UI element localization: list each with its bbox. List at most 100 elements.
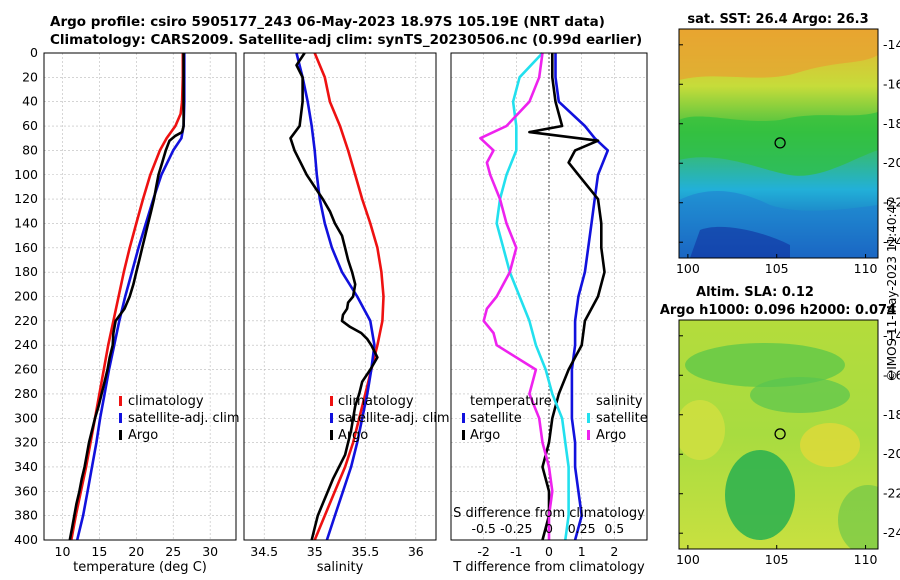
y-tick-label: -16	[883, 367, 900, 382]
y-tick-label: -20	[883, 155, 900, 170]
legend-label-climatology: climatology	[338, 394, 414, 409]
legend-swatch-s-argo	[587, 430, 590, 440]
x-tick-label: 36	[408, 544, 424, 559]
s-tick-label: 0.25	[568, 521, 596, 536]
y-tick-label: 140	[14, 215, 38, 230]
x-tick-label: -1	[510, 544, 522, 559]
argo-location-marker	[774, 137, 786, 149]
s-tick-label: -0.25	[500, 521, 532, 536]
temperature-legend: climatology satellite-adj. clim Argo	[119, 394, 240, 443]
y-tick-label: 40	[22, 94, 38, 109]
imos-watermark: ©IMOS 11-May-2023 11:40:47	[885, 198, 899, 382]
legend-label-satellite: satellite-adj. clim	[338, 411, 450, 426]
sla-green-band	[685, 343, 845, 387]
x-tick-label: 105	[765, 552, 789, 567]
y-tick-label: 240	[14, 337, 38, 352]
series-line-s-satellite	[495, 52, 570, 541]
difference-ticks: -2 -1 0 1 2	[477, 544, 618, 559]
title-line-2: Climatology: CARS2009. Satellite-adj cli…	[50, 32, 643, 48]
difference-panel: -2 -1 0 1 2 T difference from climatology S …	[450, 52, 648, 575]
difference-series	[479, 52, 610, 541]
s-tick-label: 0.5	[604, 521, 624, 536]
x-tick-label: 110	[854, 261, 878, 276]
legend-swatch-climatology	[330, 396, 333, 406]
difference-xlabel-t: T difference from climatology	[452, 560, 645, 575]
salinity-ticks: 34.5 35 35.5 36	[250, 544, 424, 559]
y-tick-label: -24	[883, 525, 900, 540]
x-tick-label: -2	[477, 544, 489, 559]
legend-swatch-satellite	[119, 413, 122, 423]
sla-low-blob	[725, 450, 795, 540]
sst-green-band	[679, 112, 878, 176]
temperature-axes-box	[43, 52, 237, 541]
x-tick-label: 100	[676, 261, 700, 276]
x-tick-label: 10	[55, 544, 71, 559]
x-tick-label: 2	[610, 544, 618, 559]
y-tick-label: 100	[14, 167, 38, 182]
y-tick-label: -22	[883, 195, 900, 210]
x-tick-label: 30	[202, 544, 218, 559]
sla-map-title-1: Altim. SLA: 0.12	[696, 285, 814, 300]
series-line-argo	[68, 53, 185, 541]
temperature-panel: 0 20 40 60 80 100 120 140 160 180 200 220 240 260 280 3…	[14, 45, 239, 575]
title-line-1: Argo profile: csiro 5905177_243 06-May-2…	[50, 14, 605, 30]
x-tick-label: 105	[765, 261, 789, 276]
legend-label-t-argo: Argo	[470, 428, 500, 443]
sla-high-patch-west	[679, 400, 725, 460]
sla-green-patch	[750, 377, 850, 413]
difference-xlabel-s: S difference from climatology	[453, 506, 645, 521]
y-tick-label: -16	[883, 76, 900, 91]
series-line-satellite-adj-clim	[295, 52, 376, 541]
y-tick-label: 220	[14, 313, 38, 328]
temperature-grid	[44, 52, 236, 541]
s-tick-label: -0.5	[471, 521, 495, 536]
y-tick-label: 300	[14, 410, 38, 425]
temperature-series	[68, 53, 186, 541]
series-line-argo	[289, 52, 379, 541]
series-line-t-argo	[528, 53, 606, 541]
y-tick-label: 0	[30, 45, 38, 60]
x-tick-label: 34.5	[250, 544, 278, 559]
y-tick-label: 60	[22, 118, 38, 133]
series-line-climatology	[70, 53, 185, 541]
series-line-climatology	[313, 52, 385, 541]
legend-swatch-argo	[119, 430, 122, 440]
y-tick-label: -24	[883, 234, 900, 249]
x-tick-label: 35.5	[351, 544, 379, 559]
temperature-xlabel: temperature (deg C)	[73, 560, 207, 575]
sla-green-patch-se	[838, 485, 878, 549]
y-tick-label: 180	[14, 264, 38, 279]
sla-high-patch	[800, 423, 860, 467]
temperature-ticks: 0 20 40 60 80 100 120 140 160 180 200 220 240 260 280 3…	[14, 45, 218, 559]
sst-map: sat. SST: 26.4 Argo: 26.3 100 105 110 -14 -1…	[676, 12, 900, 276]
y-tick-label: 160	[14, 240, 38, 255]
y-tick-label: 120	[14, 191, 38, 206]
sla-map: Altim. SLA: 0.12 Argo h1000: 0.096 h2000…	[660, 285, 900, 567]
sst-map-ticks: 100 105 110 -14 -16 -18 -20 -22 -24	[676, 37, 900, 276]
y-tick-label: 80	[22, 142, 38, 157]
sla-map-frame	[678, 319, 879, 550]
legend-label-argo: Argo	[128, 428, 158, 443]
s-tick-label: 0	[545, 521, 553, 536]
y-tick-label: 360	[14, 483, 38, 498]
x-tick-label: 35	[307, 544, 323, 559]
legend-label-climatology: climatology	[128, 394, 204, 409]
argo-location-marker	[774, 428, 786, 440]
legend-swatch-satellite	[330, 413, 333, 423]
y-tick-label: 20	[22, 69, 38, 84]
legend-label-s-satellite: satellite	[596, 411, 648, 426]
legend-label-t-satellite: satellite	[470, 411, 522, 426]
sst-cold-patch	[690, 226, 790, 258]
legend-label-satellite: satellite-adj. clim	[128, 411, 240, 426]
y-tick-label: 340	[14, 459, 38, 474]
legend-label-s-argo: Argo	[596, 428, 626, 443]
sst-map-title: sat. SST: 26.4 Argo: 26.3	[687, 12, 868, 27]
y-tick-label: 280	[14, 386, 38, 401]
x-tick-label: 0	[545, 544, 553, 559]
y-tick-label: 400	[14, 532, 38, 547]
difference-axes-box	[450, 52, 648, 541]
legend-title-salinity: salinity	[596, 394, 643, 409]
x-tick-label: 110	[854, 552, 878, 567]
y-tick-label: -18	[883, 407, 900, 422]
